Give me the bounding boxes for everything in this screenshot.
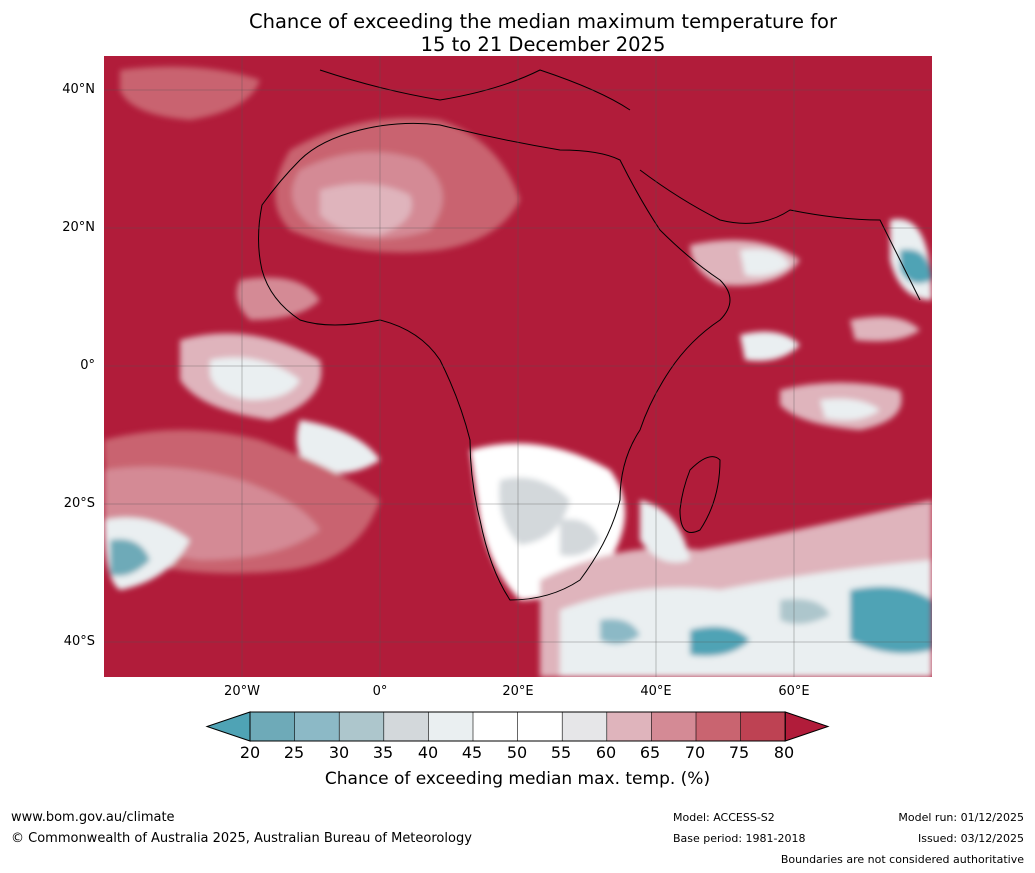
colorbar-tick: 75 (728, 743, 750, 762)
lat-label-40n: 40°N (62, 82, 95, 97)
colorbar-tick: 25 (283, 743, 305, 762)
model-run-date: Model run: 01/12/2025 (898, 811, 1024, 824)
colorbar-segment (250, 712, 295, 741)
colorbar-segment (339, 712, 384, 741)
base-period: Base period: 1981-2018 (673, 832, 806, 845)
colorbar-segment (428, 712, 473, 741)
colorbar-tick: 35 (372, 743, 394, 762)
colorbar-min-arrow (205, 711, 251, 742)
lat-label-20s: 20°S (63, 496, 95, 511)
colorbar-tick: 20 (239, 743, 261, 762)
colorbar-segment (606, 712, 652, 741)
colorbar-tick: 30 (328, 743, 350, 762)
colorbar-tick: 55 (550, 743, 572, 762)
colorbar-segment (651, 712, 696, 741)
model-name: Model: ACCESS-S2 (673, 811, 775, 824)
colorbar-tick: 45 (461, 743, 483, 762)
issued-date: Issued: 03/12/2025 (917, 832, 1024, 845)
website-link[interactable]: www.bom.gov.au/climate (11, 810, 175, 825)
copyright-text: © Commonwealth of Australia 2025, Austra… (11, 831, 472, 846)
colorbar-segment (383, 712, 429, 741)
colorbar-label: Chance of exceeding median max. temp. (%… (324, 769, 711, 789)
colorbar-tick: 40 (417, 743, 439, 762)
lon-label-0: 0° (372, 684, 388, 699)
gridlines (104, 56, 932, 677)
colorbar-tick: 60 (595, 743, 617, 762)
colorbar-segment (294, 712, 340, 741)
lon-label-40e: 40°E (640, 684, 672, 699)
colorbar (205, 711, 830, 742)
colorbar-tick: 50 (506, 743, 528, 762)
colorbar-segment (473, 712, 518, 741)
map-title-line2: 15 to 21 December 2025 (420, 33, 666, 56)
colorbar-tick: 70 (684, 743, 706, 762)
lat-label-40s: 40°S (63, 634, 95, 649)
probability-field (104, 56, 932, 677)
coastlines (258, 69, 921, 601)
colorbar-tick: 65 (639, 743, 661, 762)
colorbar-segment (740, 712, 786, 741)
colorbar-max-arrow (784, 711, 830, 742)
map-title-line1: Chance of exceeding the median maximum t… (248, 10, 838, 33)
colorbar-segment (562, 712, 607, 741)
colorbar-segment (517, 712, 563, 741)
lat-label-20n: 20°N (62, 220, 95, 235)
colorbar-segment (696, 712, 741, 741)
lat-label-0: 0° (80, 358, 95, 373)
colorbar-tick: 80 (773, 743, 795, 762)
lon-label-20w: 20°W (224, 684, 260, 699)
lon-label-20e: 20°E (502, 684, 534, 699)
lon-label-60e: 60°E (778, 684, 810, 699)
boundaries-disclaimer: Boundaries are not considered authoritat… (780, 853, 1024, 866)
